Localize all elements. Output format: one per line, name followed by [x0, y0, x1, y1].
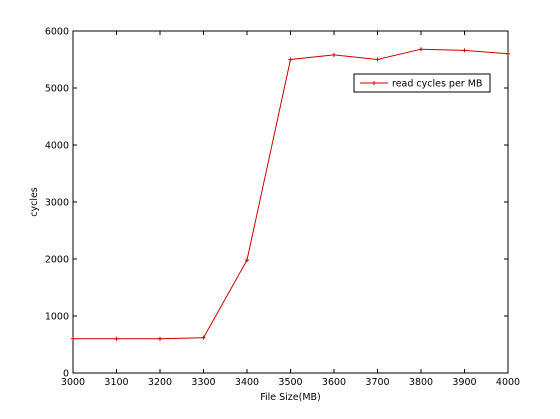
x-tick-label: 4000 — [496, 377, 520, 388]
x-axis-title: File Size(MB) — [260, 392, 321, 403]
x-tick-label: 3400 — [235, 377, 259, 388]
x-tick-label: 3700 — [365, 377, 389, 388]
y-tick-label: 0 — [63, 369, 69, 380]
y-tick-label: 3000 — [45, 198, 69, 209]
x-tick-label: 3200 — [148, 377, 172, 388]
y-tick-label: 5000 — [45, 84, 69, 95]
y-tick-label: 2000 — [45, 255, 69, 266]
x-tick-label: 3600 — [322, 377, 346, 388]
y-tick-label: 6000 — [45, 27, 69, 38]
x-tick-label: 3100 — [104, 377, 128, 388]
x-tick-label: 3500 — [278, 377, 302, 388]
y-axis-title: cycles — [29, 187, 40, 217]
x-tick-label: 3800 — [409, 377, 433, 388]
x-tick-label: 3900 — [452, 377, 476, 388]
legend-label: read cycles per MB — [392, 79, 482, 90]
y-tick-label: 1000 — [45, 312, 69, 323]
y-tick-label: 4000 — [45, 141, 69, 152]
legend: read cycles per MB — [354, 74, 490, 92]
x-tick-label: 3300 — [191, 377, 215, 388]
